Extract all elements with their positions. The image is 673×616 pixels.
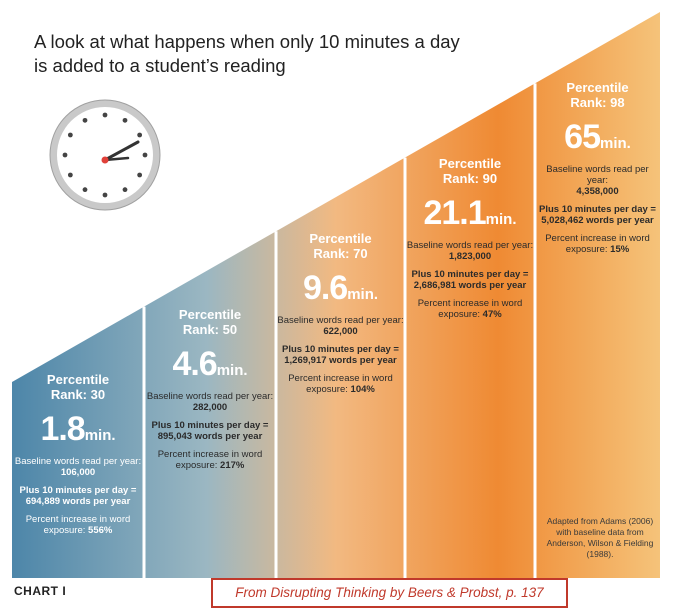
baseline-text: Baseline words read per year: 4,358,000 — [546, 164, 649, 197]
minutes-number: 9.6 — [302, 269, 348, 307]
percent-value: 15% — [610, 244, 630, 255]
column-rank-50: Percentile Rank: 50 4.6min. Baseline words … — [144, 307, 276, 471]
percent-text: Percent increase in word exposure: 217% — [157, 449, 263, 471]
rank-label: Percentile Rank: 30 — [46, 372, 110, 402]
column-rank-30: Percentile Rank: 30 1.8min. Baseline words … — [12, 372, 144, 536]
minutes-number: 4.6 — [172, 345, 217, 383]
adapted-note: Adapted from Adams (2006) with baseline … — [546, 516, 654, 559]
percent-value: 217% — [220, 460, 245, 471]
minutes-unit: min. — [347, 286, 379, 303]
plus-text: Plus 10 minutes per day = 895,043 words … — [151, 420, 269, 442]
column-rank-98: Percentile Rank: 98 65min. Baseline words r… — [535, 80, 660, 255]
percent-value: 104% — [350, 384, 375, 395]
rank-label: Percentile Rank: 90 — [438, 156, 502, 186]
clock-icon — [49, 99, 161, 211]
minutes-unit: min. — [216, 362, 248, 379]
ramp-triangle — [12, 12, 660, 578]
percent-value: 47% — [482, 309, 502, 320]
clock-tick — [82, 117, 88, 123]
percent-value: 556% — [88, 525, 113, 536]
percent-text: Percent increase in word exposure: 15% — [545, 233, 650, 255]
clock-tick — [122, 187, 128, 193]
minutes-number: 65 — [564, 118, 601, 156]
rank-label: Percentile Rank: 70 — [309, 231, 372, 261]
clock-tick — [62, 152, 68, 158]
percent-text: Percent increase in word exposure: 556% — [25, 514, 131, 536]
clock-tick — [82, 187, 88, 193]
clock-tick — [67, 172, 73, 178]
minutes-value: 21.1min. — [405, 194, 535, 233]
baseline-value: 1,823,000 — [448, 251, 492, 262]
minutes-unit: min. — [599, 135, 631, 152]
plus-text: Plus 10 minutes per day = 5,028,462 word… — [539, 204, 656, 226]
plus-text: Plus 10 minutes per day = 694,889 words … — [19, 485, 137, 507]
baseline-value: 622,000 — [323, 326, 358, 337]
baseline-text: Baseline words read per year: 622,000 — [277, 315, 404, 337]
plus-text: Plus 10 minutes per day = 1,269,917 word… — [282, 344, 399, 366]
minutes-value: 65min. — [535, 118, 660, 157]
minutes-number: 21.1 — [423, 194, 486, 232]
baseline-text: Baseline words read per year: 106,000 — [14, 456, 142, 478]
minutes-value: 4.6min. — [144, 345, 276, 384]
percent-text: Percent increase in word exposure: 104% — [288, 373, 393, 395]
clock-tick — [137, 172, 143, 178]
clock-tick — [142, 152, 148, 158]
baseline-value: 4,358,000 — [576, 186, 619, 197]
clock-tick — [122, 117, 128, 123]
minutes-value: 9.6min. — [276, 269, 405, 308]
source-note: From Disrupting Thinking by Beers & Prob… — [211, 578, 568, 608]
baseline-text: Baseline words read per year: 282,000 — [146, 391, 274, 413]
clock-tick — [102, 112, 108, 118]
plus-text: Plus 10 minutes per day = 2,686,981 word… — [411, 269, 529, 291]
rank-label: Percentile Rank: 98 — [566, 80, 629, 110]
baseline-value: 282,000 — [192, 402, 228, 413]
minutes-unit: min. — [84, 427, 116, 444]
chart-label: CHART I — [14, 584, 67, 598]
chart-title: A look at what happens when only 10 minu… — [34, 31, 460, 76]
baseline-text: Baseline words read per year: 1,823,000 — [406, 240, 534, 262]
column-rank-70: Percentile Rank: 70 9.6min. Baseline words … — [276, 231, 405, 395]
clock-tick — [137, 132, 143, 138]
column-rank-90: Percentile Rank: 90 21.1min. Baseline words… — [405, 156, 535, 320]
rank-label: Percentile Rank: 50 — [178, 307, 242, 337]
clock-tick — [102, 192, 108, 198]
clock-tick — [67, 132, 73, 138]
minutes-number: 1.8 — [40, 410, 85, 448]
baseline-value: 106,000 — [60, 467, 96, 478]
minutes-unit: min. — [485, 211, 517, 228]
percent-text: Percent increase in word exposure: 47% — [417, 298, 523, 320]
minutes-value: 1.8min. — [12, 410, 144, 449]
